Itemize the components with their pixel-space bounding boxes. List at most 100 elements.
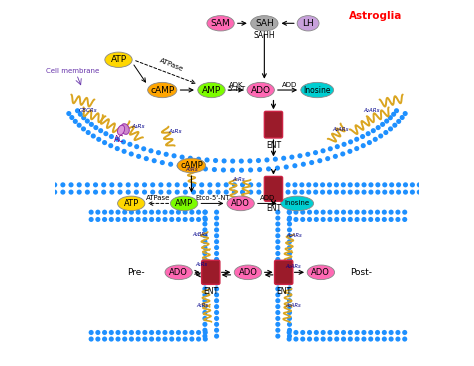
Circle shape xyxy=(214,251,219,256)
Circle shape xyxy=(93,190,98,195)
Circle shape xyxy=(174,182,180,187)
Circle shape xyxy=(354,146,359,151)
Circle shape xyxy=(257,167,262,172)
Circle shape xyxy=(300,336,305,341)
Circle shape xyxy=(136,330,141,335)
Circle shape xyxy=(293,210,299,215)
Circle shape xyxy=(368,182,374,187)
Circle shape xyxy=(307,330,312,335)
Circle shape xyxy=(202,269,208,274)
Circle shape xyxy=(292,190,298,195)
Circle shape xyxy=(183,182,188,187)
Circle shape xyxy=(403,190,408,195)
Circle shape xyxy=(95,210,100,215)
Circle shape xyxy=(355,336,360,341)
Circle shape xyxy=(202,286,208,291)
Circle shape xyxy=(410,182,415,187)
Circle shape xyxy=(169,217,174,222)
Circle shape xyxy=(375,210,380,215)
Circle shape xyxy=(214,233,219,238)
Circle shape xyxy=(136,217,141,222)
Circle shape xyxy=(395,217,401,222)
Circle shape xyxy=(121,149,127,154)
Circle shape xyxy=(293,217,299,222)
Circle shape xyxy=(368,190,374,195)
Circle shape xyxy=(52,182,57,187)
Circle shape xyxy=(375,336,380,341)
Circle shape xyxy=(256,182,262,187)
Circle shape xyxy=(202,221,208,227)
Circle shape xyxy=(380,122,385,127)
Circle shape xyxy=(95,336,100,341)
Circle shape xyxy=(355,190,360,195)
Circle shape xyxy=(287,310,292,315)
Text: ADD: ADD xyxy=(282,82,297,87)
Circle shape xyxy=(126,190,131,195)
Ellipse shape xyxy=(118,196,145,211)
Text: SAHH: SAHH xyxy=(254,31,275,40)
Circle shape xyxy=(239,168,244,173)
Circle shape xyxy=(375,330,380,335)
Text: Post-: Post- xyxy=(350,268,372,277)
Circle shape xyxy=(169,210,174,215)
Circle shape xyxy=(382,182,387,187)
Circle shape xyxy=(182,217,188,222)
Circle shape xyxy=(214,210,219,215)
Text: ADO: ADO xyxy=(251,86,271,94)
Circle shape xyxy=(354,137,359,142)
Circle shape xyxy=(89,330,94,335)
Circle shape xyxy=(182,210,188,215)
Circle shape xyxy=(230,158,235,164)
Text: ATPase: ATPase xyxy=(146,195,171,201)
Circle shape xyxy=(275,210,281,215)
Circle shape xyxy=(361,143,366,148)
Circle shape xyxy=(320,148,326,153)
Circle shape xyxy=(108,143,113,148)
Circle shape xyxy=(395,210,401,215)
Circle shape xyxy=(347,190,353,195)
Circle shape xyxy=(176,210,181,215)
Circle shape xyxy=(213,158,218,163)
Circle shape xyxy=(134,190,139,195)
Circle shape xyxy=(136,336,141,341)
Circle shape xyxy=(202,227,208,232)
Circle shape xyxy=(156,210,161,215)
Circle shape xyxy=(214,286,219,291)
Circle shape xyxy=(164,152,169,157)
Circle shape xyxy=(328,217,332,222)
Circle shape xyxy=(202,233,208,238)
Circle shape xyxy=(355,210,360,215)
Circle shape xyxy=(375,125,381,130)
Circle shape xyxy=(214,274,219,280)
Circle shape xyxy=(384,119,389,124)
Circle shape xyxy=(402,336,407,341)
Circle shape xyxy=(156,336,161,341)
Circle shape xyxy=(182,330,188,335)
Circle shape xyxy=(355,330,360,335)
Circle shape xyxy=(362,190,366,195)
Circle shape xyxy=(275,292,281,297)
Circle shape xyxy=(166,182,172,187)
Circle shape xyxy=(214,269,219,274)
Circle shape xyxy=(93,182,98,187)
Ellipse shape xyxy=(118,125,125,135)
Circle shape xyxy=(275,216,281,221)
Ellipse shape xyxy=(121,124,129,134)
Circle shape xyxy=(334,210,339,215)
Circle shape xyxy=(292,182,298,187)
Circle shape xyxy=(287,269,292,274)
Circle shape xyxy=(285,182,291,187)
Circle shape xyxy=(89,217,94,222)
Circle shape xyxy=(396,190,401,195)
Circle shape xyxy=(109,210,114,215)
Circle shape xyxy=(189,330,194,335)
Circle shape xyxy=(305,152,310,157)
Circle shape xyxy=(287,210,292,215)
Circle shape xyxy=(109,330,114,335)
Circle shape xyxy=(328,210,332,215)
Text: A₁Rs: A₁Rs xyxy=(132,124,146,129)
Circle shape xyxy=(221,158,227,164)
Circle shape xyxy=(134,182,139,187)
Text: AC: AC xyxy=(114,135,125,144)
Ellipse shape xyxy=(251,16,278,31)
